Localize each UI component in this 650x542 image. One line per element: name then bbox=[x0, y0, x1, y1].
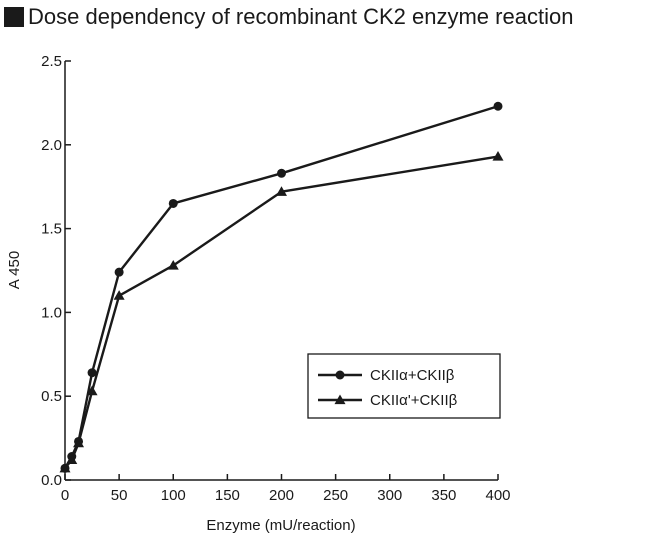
x-tick-label: 200 bbox=[269, 487, 294, 504]
series-2-line bbox=[64, 155, 499, 470]
series-2-point bbox=[66, 454, 78, 465]
x-tick-label: 350 bbox=[431, 487, 456, 504]
legend-label-2: CKIIα'+CKIIβ bbox=[370, 392, 458, 409]
series-1-point bbox=[114, 267, 124, 277]
x-tick-label: 150 bbox=[215, 487, 240, 504]
x-axis-label: Enzyme (mU/reaction) bbox=[206, 517, 355, 534]
series-2-point bbox=[492, 151, 504, 161]
series-2-point bbox=[167, 259, 179, 270]
series-2-point bbox=[86, 385, 98, 396]
chart-title: Dose dependency of recombinant CK2 enzym… bbox=[28, 4, 574, 29]
x-tick-label: 300 bbox=[377, 487, 402, 504]
series-1-point bbox=[277, 168, 286, 178]
y-tick-label: 2.0 bbox=[41, 137, 62, 154]
series-1-point bbox=[168, 198, 178, 208]
legend-label-1: CKIIα+CKIIβ bbox=[370, 367, 455, 384]
legend-box bbox=[307, 353, 501, 419]
series-1-point bbox=[87, 368, 97, 378]
series-2 bbox=[59, 151, 504, 473]
series-2-point bbox=[73, 437, 85, 448]
legend: CKIIα+CKIIβ CKIIα'+CKIIβ bbox=[307, 353, 501, 419]
x-tick-label: 250 bbox=[323, 487, 348, 504]
title-square-icon bbox=[4, 7, 24, 27]
y-tick-label: 1.5 bbox=[41, 221, 62, 238]
circle-marker-icon bbox=[335, 370, 345, 380]
series-2-point bbox=[59, 462, 71, 473]
x-tick-label: 400 bbox=[485, 487, 510, 504]
y-tick-label: 0.5 bbox=[41, 388, 62, 405]
x-tick-label: 50 bbox=[111, 487, 128, 504]
series-1-point bbox=[493, 101, 503, 111]
triangle-marker-icon bbox=[334, 394, 346, 405]
y-tick-label: 2.5 bbox=[41, 53, 62, 70]
series-2-point bbox=[276, 186, 287, 196]
x-tick-label: 0 bbox=[61, 487, 69, 504]
series-2-point bbox=[113, 290, 125, 300]
y-axis-label: A 450 bbox=[6, 251, 23, 289]
x-tick-label: 100 bbox=[161, 487, 186, 504]
y-tick-label: 1.0 bbox=[41, 304, 62, 321]
chart-title-row: Dose dependency of recombinant CK2 enzym… bbox=[4, 2, 573, 32]
y-tick-label: 0.0 bbox=[41, 472, 62, 489]
series-layer bbox=[59, 101, 504, 473]
axes: 0.0 0.5 1.0 1.5 2.0 2.5 0 50 100 150 200 250 300 350 4… bbox=[41, 53, 510, 504]
